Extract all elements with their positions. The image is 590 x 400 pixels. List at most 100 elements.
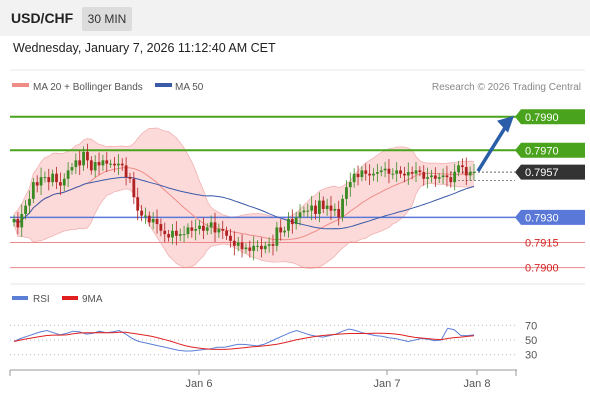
candle (445, 165, 449, 187)
candle (240, 234, 244, 258)
candle (449, 171, 453, 188)
candle (437, 172, 441, 183)
candle (58, 172, 62, 196)
candle (140, 205, 143, 222)
candle (202, 217, 205, 239)
candle (403, 166, 406, 183)
candle (275, 221, 279, 252)
candle (163, 222, 167, 243)
candle (395, 162, 399, 182)
candle (263, 241, 267, 254)
credit-text: Research © 2026 Trading Central (432, 82, 581, 93)
candle (290, 209, 294, 234)
candle (136, 187, 140, 221)
candle (287, 212, 290, 238)
bollinger-legend-swatch (12, 83, 29, 87)
candle (51, 169, 55, 187)
candle (116, 154, 120, 175)
level-label-0.7915: 0.7915 (525, 237, 559, 249)
candle (391, 168, 395, 180)
candle (418, 166, 422, 177)
candle (430, 169, 433, 183)
candle (360, 166, 364, 182)
candle (20, 204, 24, 237)
candle (283, 226, 286, 237)
candle (267, 237, 271, 253)
candle (433, 167, 437, 187)
candle (298, 204, 302, 226)
candle (337, 200, 341, 226)
candle (70, 162, 74, 175)
candle (453, 163, 457, 191)
rsi-tick-50: 50 (525, 335, 537, 347)
candle (383, 161, 387, 178)
x-axis-ticks: Jan 6 Jan 7 Jan 8 (186, 370, 490, 390)
candle (74, 153, 78, 174)
bollinger-upper-line (13, 127, 475, 219)
candle (422, 165, 426, 186)
candle (364, 163, 368, 181)
bollinger-lower-line (13, 182, 474, 269)
candle (213, 212, 217, 242)
level-label-0.7930: 0.7930 (525, 212, 559, 224)
candle (178, 228, 182, 242)
candle (461, 158, 464, 174)
candle (379, 166, 383, 177)
candle (414, 162, 418, 182)
candle (279, 219, 283, 241)
candle (248, 240, 252, 258)
candle (406, 162, 410, 185)
candle (28, 190, 31, 214)
candle (256, 240, 259, 252)
ma50-legend-swatch (155, 83, 172, 87)
candle (113, 156, 116, 173)
rsi-ma-line (13, 331, 475, 350)
level-labels: 0.7990 0.7970 0.7957 0.7930 0.7915 0.7900 (515, 109, 585, 275)
candle (464, 157, 468, 185)
bollinger-bands (13, 127, 475, 269)
candle (345, 180, 348, 206)
rsi-line (13, 327, 475, 352)
candle (244, 243, 248, 254)
candle (124, 157, 128, 186)
candle (229, 228, 232, 248)
candle (317, 192, 321, 223)
candle (198, 220, 201, 235)
level-tag-0.7957 (515, 164, 585, 180)
rsi-lines (13, 327, 475, 352)
candle (86, 143, 89, 169)
candle (174, 221, 178, 246)
level-label-0.7900: 0.7900 (525, 263, 559, 275)
candle (93, 155, 97, 178)
candle (352, 168, 356, 188)
candle (55, 166, 58, 190)
ma20-line (13, 167, 475, 241)
candle (232, 231, 236, 256)
candle (35, 175, 39, 193)
timeframe-button[interactable]: 30 MIN (82, 7, 132, 31)
rsi-tick-70: 70 (525, 320, 537, 332)
level-label-0.7970: 0.7970 (525, 145, 559, 157)
candle (372, 168, 375, 181)
candle (225, 226, 229, 240)
candle (321, 196, 325, 214)
level-tag-0.7930 (515, 209, 585, 225)
candle (325, 198, 329, 216)
level-tag-0.7990 (515, 109, 585, 125)
candles (12, 143, 476, 261)
candle (16, 212, 20, 235)
candle (333, 203, 337, 217)
candle (31, 177, 35, 204)
candle (105, 152, 109, 172)
rsi-ma-legend-swatch (62, 296, 78, 300)
candle (155, 209, 159, 234)
candle (47, 168, 51, 191)
candle (205, 223, 209, 235)
level-tag-0.7970 (515, 142, 585, 158)
candle (441, 168, 445, 184)
candle (78, 150, 82, 175)
candle (410, 166, 414, 180)
symbol-title: USD/CHF (11, 10, 74, 26)
candle (89, 156, 93, 175)
